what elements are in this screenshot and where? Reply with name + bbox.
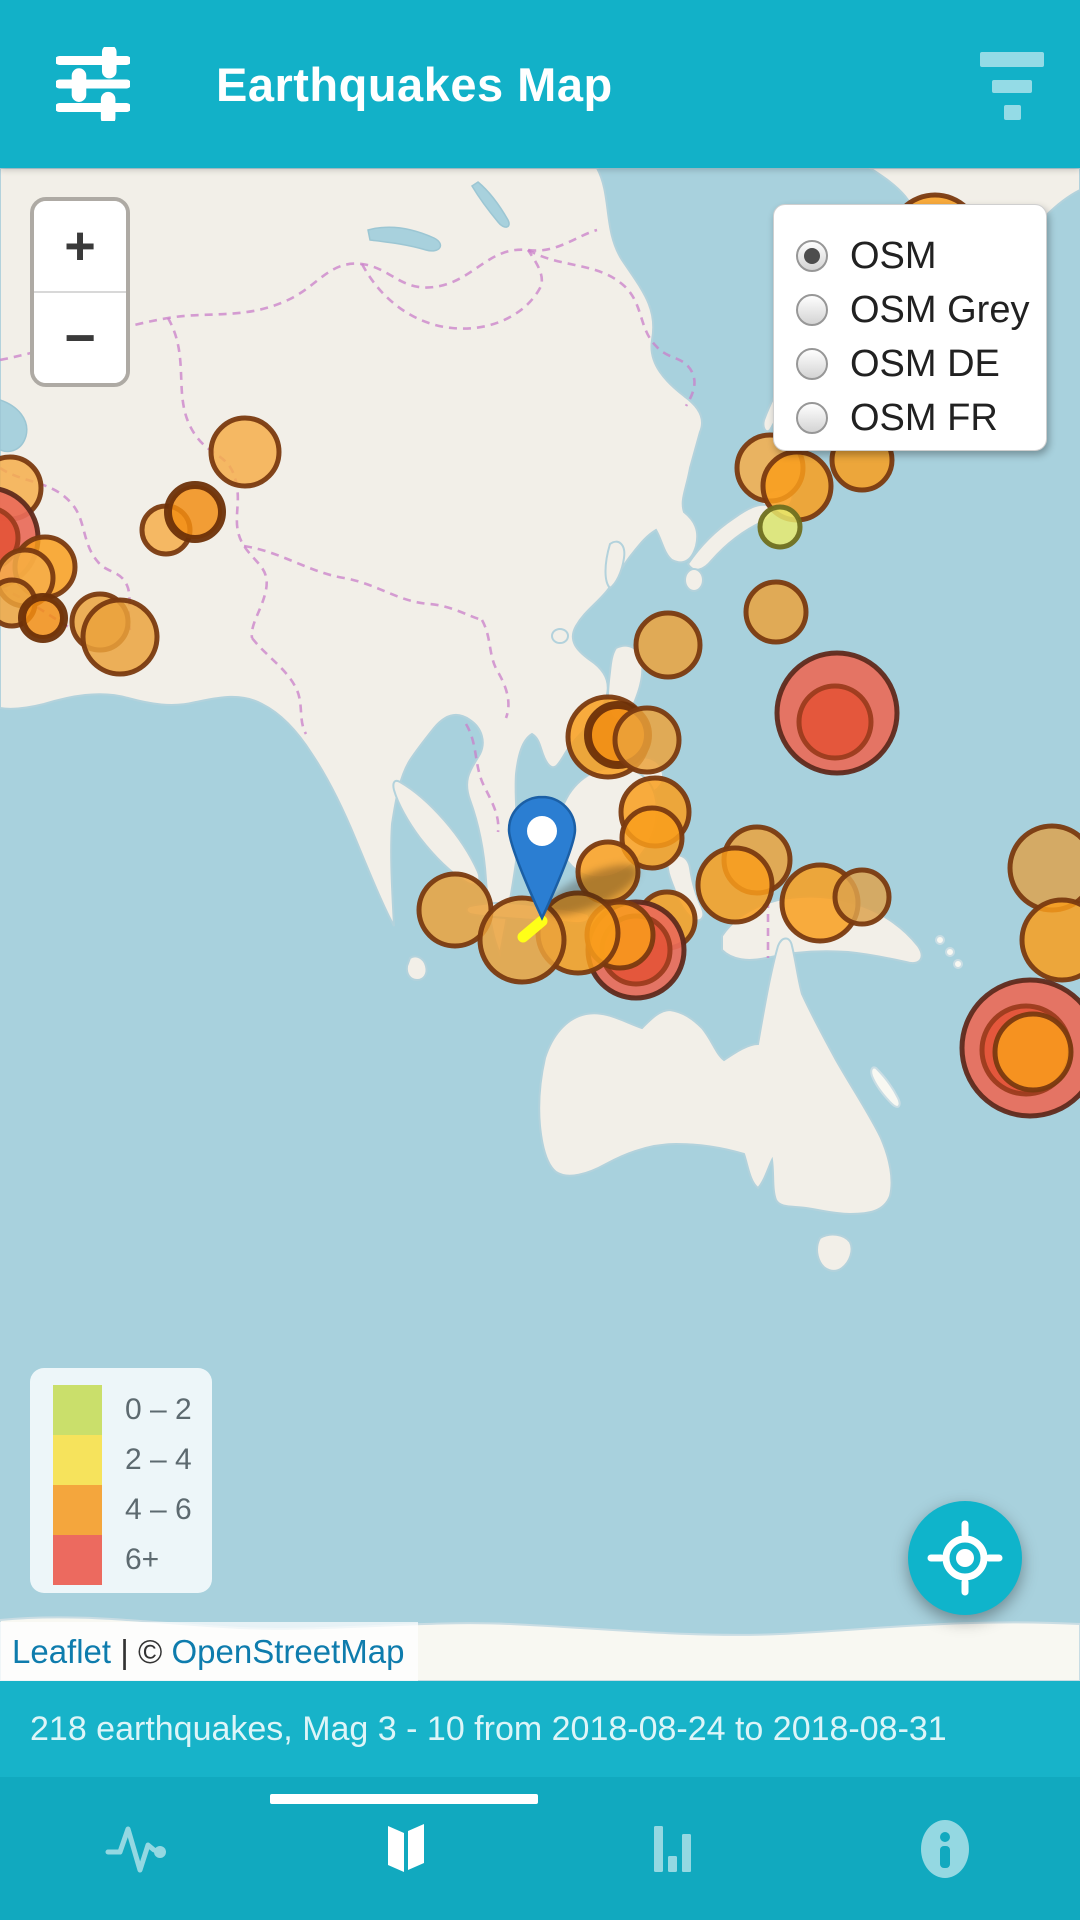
earthquake-circle[interactable] bbox=[743, 579, 809, 645]
earthquake-circle[interactable] bbox=[1019, 897, 1080, 983]
layer-label: OSM FR bbox=[850, 396, 998, 439]
sliders-icon[interactable] bbox=[56, 47, 130, 121]
earthquake-circle[interactable] bbox=[80, 597, 160, 677]
active-tab-indicator bbox=[270, 1794, 538, 1804]
map-icon bbox=[388, 1823, 424, 1872]
legend-label: 0 – 2 bbox=[125, 1393, 192, 1426]
layer-option-osm-de[interactable]: OSM DE bbox=[796, 337, 1046, 391]
map-canvas[interactable]: + − OSM OSM Grey OSM DE OSM FR 0 – 2 2 bbox=[0, 168, 1080, 1681]
legend-swatch bbox=[53, 1385, 102, 1435]
zoom-out-button[interactable]: − bbox=[34, 293, 126, 383]
earthquake-circle[interactable] bbox=[992, 1011, 1074, 1093]
status-bar: 218 earthquakes, Mag 3 - 10 from 2018-08… bbox=[0, 1681, 1080, 1777]
status-text: 218 earthquakes, Mag 3 - 10 from 2018-08… bbox=[30, 1709, 947, 1748]
legend-row: 4 – 6 bbox=[53, 1485, 212, 1535]
earthquake-circle[interactable] bbox=[619, 805, 685, 871]
tab-info[interactable] bbox=[810, 1777, 1080, 1920]
bottom-nav bbox=[0, 1777, 1080, 1920]
earthquake-circle[interactable] bbox=[612, 705, 682, 775]
app-header: Earthquakes Map bbox=[0, 0, 1080, 168]
map-pin-icon[interactable] bbox=[507, 795, 577, 921]
divider bbox=[34, 291, 126, 293]
page-title: Earthquakes Map bbox=[216, 57, 613, 111]
tab-map[interactable] bbox=[270, 1777, 540, 1920]
radio-icon[interactable] bbox=[796, 402, 828, 434]
leaflet-link[interactable]: Leaflet bbox=[12, 1633, 112, 1670]
earthquake-circles-layer[interactable] bbox=[0, 192, 1080, 1119]
earthquake-circle[interactable] bbox=[164, 481, 226, 543]
layer-option-osm-fr[interactable]: OSM FR bbox=[796, 391, 1046, 445]
locate-fab-button[interactable] bbox=[908, 1501, 1022, 1615]
bar-chart-icon bbox=[654, 1825, 691, 1872]
earthquake-circle[interactable] bbox=[832, 867, 892, 927]
legend-row: 2 – 4 bbox=[53, 1435, 212, 1485]
legend-row: 0 – 2 bbox=[53, 1385, 212, 1435]
earthquake-circle[interactable] bbox=[695, 845, 775, 925]
filter-icon[interactable] bbox=[980, 46, 1052, 122]
legend-swatch bbox=[53, 1485, 102, 1535]
openstreetmap-link[interactable]: OpenStreetMap bbox=[171, 1633, 405, 1670]
magnitude-legend: 0 – 2 2 – 4 4 – 6 6+ bbox=[30, 1368, 212, 1593]
crosshair-locate-icon bbox=[927, 1520, 1003, 1596]
lakes bbox=[0, 181, 510, 453]
zoom-in-button[interactable]: + bbox=[34, 201, 126, 291]
legend-swatch bbox=[53, 1535, 102, 1585]
legend-label: 2 – 4 bbox=[125, 1443, 192, 1476]
radio-icon[interactable] bbox=[796, 294, 828, 326]
legend-row: 6+ bbox=[53, 1535, 212, 1585]
layer-control: OSM OSM Grey OSM DE OSM FR bbox=[773, 204, 1047, 451]
map-attribution: Leaflet | © OpenStreetMap bbox=[0, 1622, 419, 1681]
layer-label: OSM Grey bbox=[850, 288, 1030, 331]
tab-activity[interactable] bbox=[0, 1777, 270, 1920]
admin-boundaries bbox=[0, 228, 770, 958]
legend-swatch bbox=[53, 1435, 102, 1485]
zoom-control: + − bbox=[30, 197, 130, 387]
attribution-separator: | © bbox=[120, 1633, 163, 1670]
seismogram-icon bbox=[105, 1826, 166, 1872]
earthquake-circle[interactable] bbox=[1007, 823, 1080, 913]
tab-chart[interactable] bbox=[540, 1777, 810, 1920]
info-icon bbox=[921, 1819, 969, 1878]
marker-shadow bbox=[545, 864, 639, 916]
layer-label: OSM bbox=[850, 234, 937, 277]
earthquake-circle[interactable] bbox=[208, 415, 282, 489]
earthquake-circle[interactable] bbox=[18, 593, 68, 643]
quake-polyline[interactable] bbox=[517, 915, 548, 943]
legend-label: 6+ bbox=[125, 1543, 160, 1576]
earthquake-circle[interactable] bbox=[633, 610, 703, 680]
radio-icon[interactable] bbox=[796, 240, 828, 272]
legend-label: 4 – 6 bbox=[125, 1493, 192, 1526]
layer-label: OSM DE bbox=[850, 342, 1000, 385]
layer-option-osm-grey[interactable]: OSM Grey bbox=[796, 283, 1046, 337]
earthquake-circle[interactable] bbox=[757, 504, 803, 550]
layer-option-osm[interactable]: OSM bbox=[796, 229, 1046, 283]
earthquake-circle[interactable] bbox=[796, 683, 874, 761]
radio-icon[interactable] bbox=[796, 348, 828, 380]
